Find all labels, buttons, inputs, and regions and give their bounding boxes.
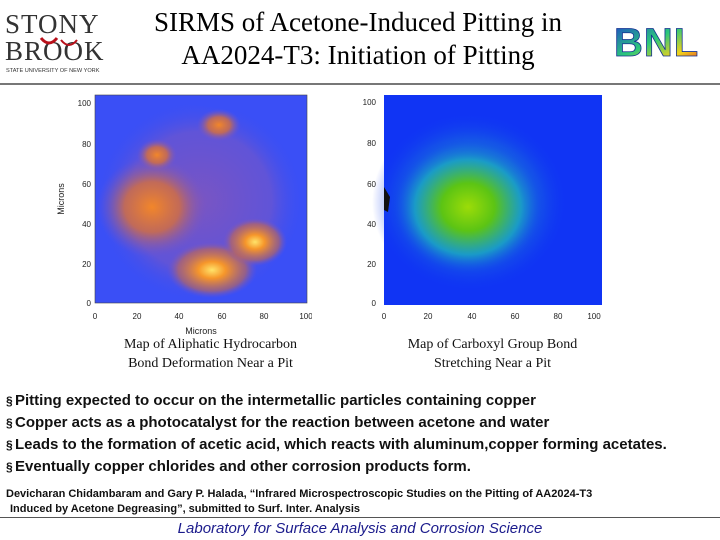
map-left-x-tick: 20 — [133, 312, 142, 321]
map-left-x-axis-label: Microns — [185, 326, 217, 336]
title-line-1: SIRMS of Acetone-Induced Pitting in — [154, 7, 562, 37]
bullet-marker: § — [6, 394, 13, 408]
logo-text-stony: STONY — [5, 9, 100, 39]
map-left-hotspot-right — [223, 218, 287, 266]
map-right-y-tick: 40 — [367, 220, 376, 229]
findings-list-item: § Copper acts as a photocatalyst for the … — [6, 412, 718, 434]
map-right-x-tick: 20 — [424, 312, 433, 321]
map-left-caption-line-2: Bond Deformation Near a Pit — [128, 356, 293, 371]
header-divider — [0, 83, 720, 85]
findings-text: Copper acts as a photocatalyst for the r… — [15, 414, 550, 431]
aliphatic-hydrocarbon-map: 100 80 60 40 20 0 0 20 40 60 80 100 Micr… — [56, 94, 312, 336]
map-left-x-tick: 100 — [299, 312, 312, 321]
map-right-caption-line-1: Map of Carboxyl Group Bond — [407, 337, 578, 352]
map-right-y-tick: 0 — [372, 299, 377, 308]
map-left-hotspot-upper-left — [137, 139, 177, 171]
map-left-x-tick: 0 — [93, 312, 98, 321]
bnl-logo-text: BNL — [614, 21, 699, 62]
stony-brook-logo: STONY BROOK STATE UNIVERSITY OF NEW YORK — [5, 9, 104, 74]
logo-red-swirl-icon — [39, 37, 78, 46]
map-left-orange-region — [97, 157, 207, 257]
map-left-hotspot-top — [197, 109, 241, 141]
map-left-x-tick: 60 — [218, 312, 227, 321]
bnl-logo: BNL — [614, 21, 699, 62]
map-right-x-tick: 80 — [554, 312, 563, 321]
map-right-x-tick: 40 — [468, 312, 477, 321]
findings-text: Pitting expected to occur on the interme… — [15, 392, 536, 409]
map-right-y-tick: 60 — [367, 180, 376, 189]
map-right-x-tick: 100 — [587, 312, 601, 321]
map-left-y-tick: 60 — [82, 180, 91, 189]
map-right-y-tick: 20 — [367, 260, 376, 269]
map-right-caption-line-2: Stretching Near a Pit — [433, 356, 552, 371]
map-left-y-tick: 100 — [78, 99, 92, 108]
findings-text: Eventually copper chlorides and other co… — [15, 458, 471, 475]
map-right-caption: Map of Carboxyl Group Bond Stretching Ne… — [380, 335, 605, 373]
findings-text: Leads to the formation of acetic acid, w… — [15, 436, 667, 453]
findings-list: § Pitting expected to occur on the interm… — [6, 390, 718, 478]
map-left-y-tick: 40 — [82, 220, 91, 229]
map-left-y-tick: 0 — [87, 299, 92, 308]
map-left-y-tick: 80 — [82, 140, 91, 149]
map-right-y-tick: 100 — [363, 98, 377, 107]
map-left-x-tick: 80 — [260, 312, 269, 321]
footer-lab-name: Laboratory for Surface Analysis and Corr… — [177, 520, 543, 537]
bullet-marker: § — [6, 416, 13, 430]
map-left-frame — [94, 94, 308, 304]
citation-line-2: Induced by Acetone Degreasing”, submitte… — [10, 503, 361, 515]
bullet-marker: § — [6, 460, 13, 474]
citation: Devicharan Chidambaram and Gary P. Halad… — [6, 487, 718, 517]
findings-list-item: § Pitting expected to occur on the interm… — [6, 390, 718, 412]
footer-divider — [0, 517, 720, 518]
carboxyl-group-map: 100 80 60 40 20 0 0 20 40 60 80 100 — [363, 95, 602, 321]
map-left-caption-line-1: Map of Aliphatic Hydrocarbon — [123, 337, 297, 352]
slide-title: SIRMS of Acetone-Induced Pitting in AA20… — [118, 6, 598, 72]
map-left-x-tick: 40 — [175, 312, 184, 321]
map-right-green-region — [392, 139, 544, 275]
map-right-y-tick: 80 — [367, 139, 376, 148]
map-left-y-tick: 20 — [82, 260, 91, 269]
title-line-2: AA2024-T3: Initiation of Pitting — [181, 40, 535, 70]
bullet-marker: § — [6, 438, 13, 452]
logo-subtitle: STATE UNIVERSITY OF NEW YORK — [6, 68, 100, 74]
map-right-x-tick: 60 — [511, 312, 520, 321]
map-right-dark-edge — [384, 187, 390, 212]
findings-list-item: § Eventually copper chlorides and other c… — [6, 456, 718, 478]
citation-line-1: Devicharan Chidambaram and Gary P. Halad… — [6, 488, 593, 500]
map-left-caption: Map of Aliphatic Hydrocarbon Bond Deform… — [88, 335, 333, 373]
map-right-x-tick: 0 — [382, 312, 387, 321]
findings-list-item: § Leads to the formation of acetic acid, … — [6, 434, 718, 456]
map-left-y-axis-label: Microns — [56, 183, 66, 215]
